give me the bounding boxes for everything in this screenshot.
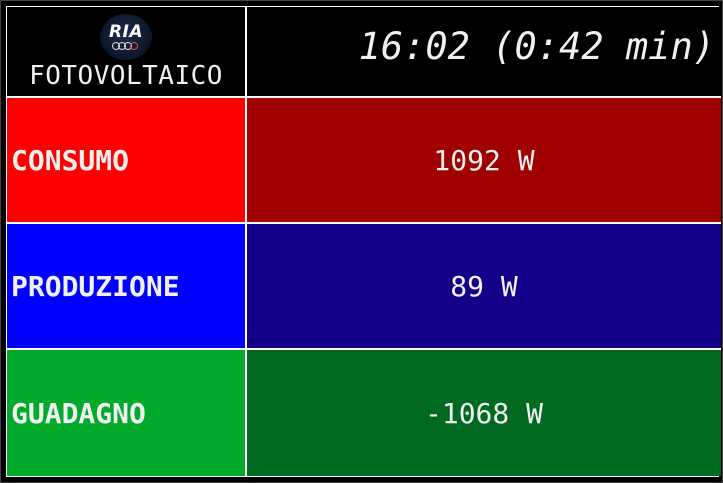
- guadagno-label-cell: GUADAGNO: [7, 350, 245, 476]
- produzione-label: PRODUZIONE: [11, 269, 180, 303]
- consumo-label: CONSUMO: [11, 143, 130, 177]
- logo-rings-icon: [112, 41, 138, 50]
- consumo-value: 1092 W: [433, 143, 535, 177]
- header-clock-cell: 16:02 (0:42 min): [247, 7, 721, 98]
- energy-table: RIA FOTOVOLTAICO 16:02 (0:42 min) CONSUM…: [6, 6, 721, 477]
- ria-logo: RIA: [100, 14, 152, 60]
- clock-readout: 16:02 (0:42 min): [358, 25, 715, 68]
- consumo-label-cell: CONSUMO: [7, 98, 245, 224]
- guadagno-value: -1068 W: [424, 396, 543, 430]
- header-logo-cell: RIA FOTOVOLTAICO: [7, 7, 245, 98]
- guadagno-label: GUADAGNO: [11, 396, 146, 430]
- page-title: FOTOVOLTAICO: [29, 61, 223, 91]
- logo-text: RIA: [108, 21, 144, 42]
- produzione-value-cell: 89 W: [247, 224, 721, 350]
- produzione-label-cell: PRODUZIONE: [7, 224, 245, 350]
- consumo-value-cell: 1092 W: [247, 98, 721, 224]
- guadagno-value-cell: -1068 W: [247, 350, 721, 476]
- produzione-value: 89 W: [450, 269, 518, 303]
